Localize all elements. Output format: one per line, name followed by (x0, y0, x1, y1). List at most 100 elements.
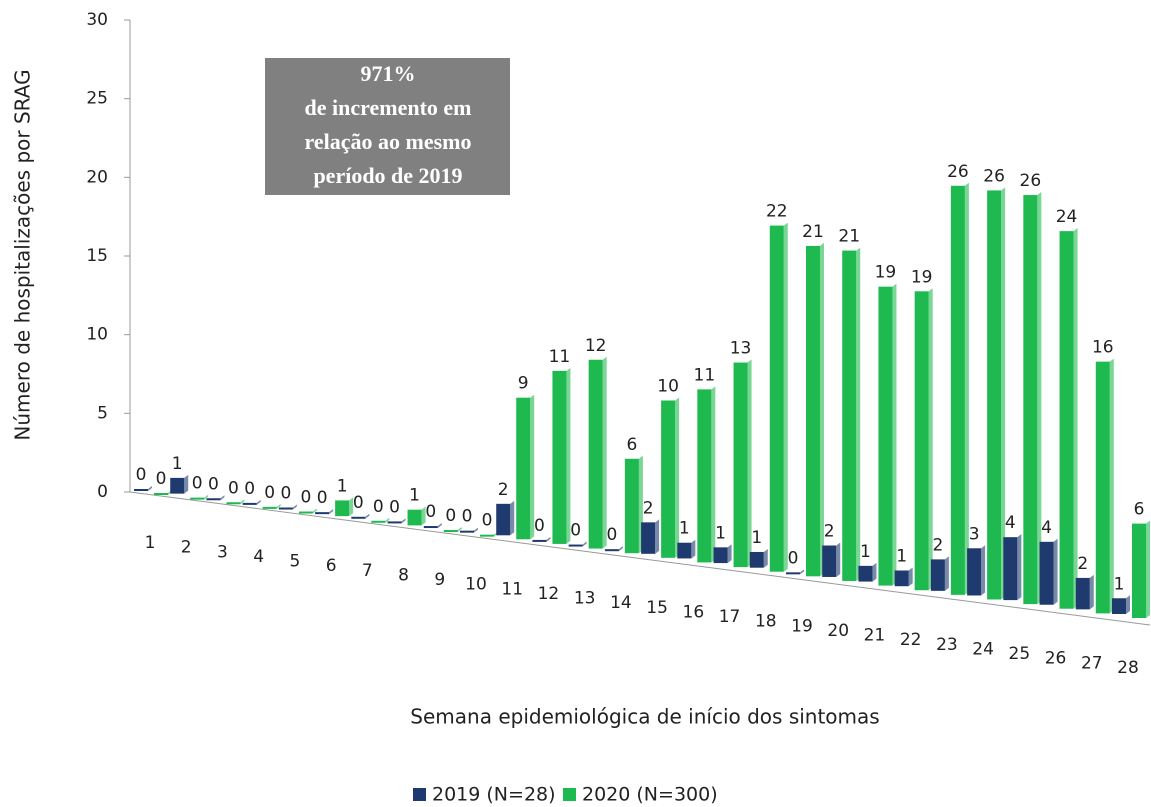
data-label: 1 (679, 519, 690, 539)
bar (154, 493, 168, 495)
bar-side (820, 242, 824, 577)
x-tick-label: 14 (610, 593, 632, 613)
bar (894, 570, 909, 587)
bar-side (872, 562, 877, 582)
y-tick-label: 30 (86, 10, 108, 30)
x-tick-label: 17 (719, 607, 741, 627)
bar-side (1017, 534, 1022, 601)
data-label: 12 (585, 336, 607, 356)
data-label: 2 (643, 498, 654, 518)
bar-side (1053, 538, 1058, 605)
bar-side (474, 527, 478, 533)
bar-side (312, 508, 317, 514)
bar (950, 185, 965, 595)
x-tick-label: 26 (1045, 649, 1067, 669)
x-tick-label: 16 (683, 602, 705, 622)
data-label: 26 (1020, 171, 1042, 191)
data-label: 1 (409, 486, 420, 506)
bar-side (329, 509, 334, 515)
data-label: 0 (208, 474, 219, 494)
x-axis-label: Semana epidemiológica de início dos sint… (410, 705, 879, 729)
bar (1075, 577, 1090, 610)
bar-side (800, 569, 804, 575)
data-label: 1 (751, 528, 762, 548)
bar (930, 559, 945, 591)
data-label: 21 (838, 227, 860, 247)
data-label: 2 (498, 480, 509, 500)
bar (351, 516, 366, 519)
data-label: 9 (518, 374, 529, 394)
bar (552, 370, 567, 544)
data-label: 1 (896, 546, 907, 566)
bar-side (510, 500, 515, 536)
bar (387, 521, 402, 524)
bar (987, 190, 1002, 600)
x-tick-label: 12 (538, 584, 560, 604)
data-label: 0 (156, 469, 167, 489)
data-label: 0 (570, 521, 581, 541)
y-tick-label: 0 (97, 482, 108, 502)
data-label: 0 (317, 488, 328, 508)
bar-side (349, 497, 354, 517)
bar-side (1126, 595, 1130, 614)
data-label: 0 (534, 516, 545, 536)
bar-side (292, 504, 297, 510)
bar-side (711, 386, 716, 563)
data-label: 0 (244, 479, 255, 499)
data-label: 13 (730, 339, 752, 359)
data-label: 4 (1005, 513, 1016, 533)
bar-side (1037, 192, 1042, 605)
x-tick-label: 19 (791, 616, 813, 636)
bar (1023, 195, 1038, 605)
data-label: 0 (192, 474, 203, 494)
x-tick-label: 25 (1009, 644, 1031, 664)
bar (190, 497, 205, 500)
x-tick-label: 11 (501, 579, 523, 599)
bar (496, 503, 511, 536)
bar-side (602, 356, 607, 549)
x-tick-label: 9 (434, 570, 445, 590)
x-tick-label: 18 (755, 612, 777, 632)
annotation: relação ao mesmo (305, 129, 472, 154)
bar (749, 551, 764, 568)
bar (532, 539, 547, 542)
bar (423, 526, 438, 529)
x-tick-label: 20 (827, 621, 849, 641)
x-tick-label: 3 (217, 542, 228, 562)
legend-label: 2020 (N=300) (582, 784, 718, 806)
data-label: 19 (911, 267, 933, 287)
data-label: 26 (947, 162, 969, 182)
bar-side (783, 222, 788, 572)
bar-side (457, 527, 462, 533)
data-label: 0 (482, 511, 493, 531)
x-tick-label: 7 (362, 561, 373, 581)
data-label: 11 (549, 347, 571, 367)
bar (858, 565, 873, 582)
data-label: 0 (425, 502, 436, 522)
data-label: 6 (1134, 500, 1145, 520)
x-tick-label: 5 (289, 552, 300, 572)
data-label: 2 (824, 521, 835, 541)
data-label: 0 (788, 548, 799, 568)
x-tick-label: 4 (253, 547, 264, 567)
x-tick-label: 27 (1081, 653, 1103, 673)
x-tick-label: 15 (646, 598, 668, 618)
data-label: 2 (1077, 554, 1088, 574)
bar (1003, 537, 1018, 601)
annotation: período de 2019 (313, 163, 462, 188)
x-tick-label: 24 (972, 639, 994, 659)
bar-side (204, 494, 209, 500)
data-label: 0 (300, 488, 311, 508)
bar (914, 291, 929, 591)
y-tick-label: 15 (86, 246, 108, 266)
bar-side (256, 499, 261, 505)
bar (134, 489, 148, 491)
bar (1112, 598, 1126, 614)
data-label: 24 (1056, 207, 1078, 227)
bar (262, 506, 277, 509)
data-label: 1 (860, 542, 871, 562)
bar-side (727, 544, 732, 564)
data-label: 22 (766, 202, 788, 222)
x-tick-label: 22 (900, 630, 922, 650)
